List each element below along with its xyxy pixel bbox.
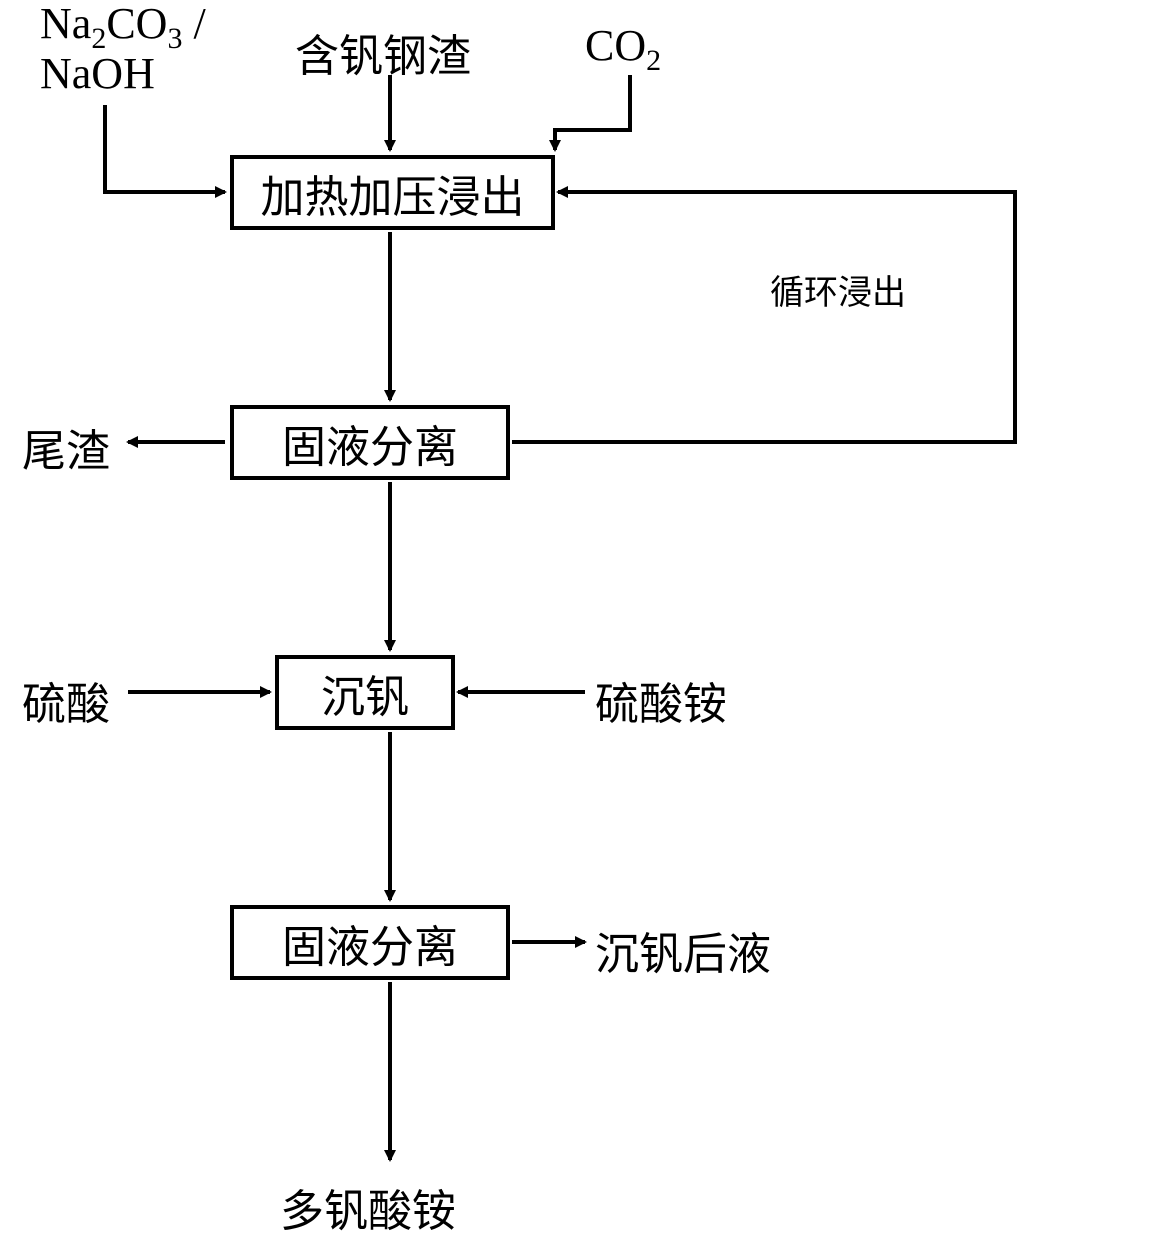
arrow-sep1-recycle <box>512 192 1015 442</box>
label-co2: CO2 <box>585 20 661 78</box>
box-leach-text: 加热加压浸出 <box>261 161 525 225</box>
co2-pre: CO <box>585 21 646 70</box>
label-tailings: 尾渣 <box>22 415 110 479</box>
label-ammsulf: 硫酸铵 <box>595 668 727 732</box>
label-slag: 含钒钢渣 <box>295 20 471 84</box>
na-sub-2: 3 <box>167 22 182 55</box>
box-sep1-text: 固液分离 <box>282 411 458 475</box>
na-slash: / <box>193 0 205 48</box>
box-precip-text: 沉钒 <box>321 661 409 725</box>
label-product: 多钒酸铵 <box>280 1175 456 1239</box>
box-precip: 沉钒 <box>275 655 455 730</box>
box-sep1: 固液分离 <box>230 405 510 480</box>
na-line2: NaOH <box>40 50 155 98</box>
box-leach: 加热加压浸出 <box>230 155 555 230</box>
arrow-co2-to-leach <box>555 75 630 150</box>
connector-layer <box>0 0 1160 1243</box>
box-sep2: 固液分离 <box>230 905 510 980</box>
na-txt-2: CO <box>106 0 167 48</box>
label-postliq: 沉钒后液 <box>595 918 771 982</box>
co2-sub: 2 <box>646 44 661 77</box>
arrow-na-to-leach <box>105 105 225 192</box>
box-sep2-text: 固液分离 <box>282 911 458 975</box>
na-txt-1: Na <box>40 0 91 48</box>
label-h2so4: 硫酸 <box>22 668 110 732</box>
label-recycle: 循环浸出 <box>770 265 906 314</box>
